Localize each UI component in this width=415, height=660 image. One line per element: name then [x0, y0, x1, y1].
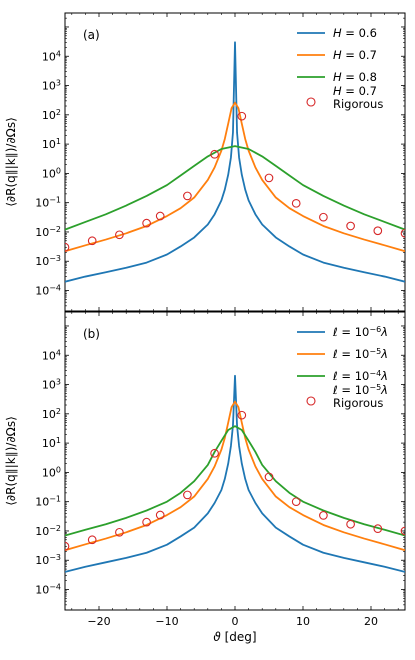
data-point-rigorous — [142, 517, 151, 527]
data-point-rigorous — [237, 410, 247, 420]
x-tick-label: −20 — [87, 615, 110, 628]
legend-label: ℓ = 10−5λ — [332, 347, 388, 362]
y-tick-label: 102 — [42, 107, 61, 122]
legend-label-line2: Rigorous — [333, 97, 383, 111]
data-point-rigorous — [183, 490, 192, 500]
legend-label: ℓ = 10−5λ — [332, 383, 388, 398]
series-line-1 — [65, 400, 405, 552]
data-point-rigorous — [155, 510, 165, 520]
data-point-rigorous — [87, 535, 97, 545]
panel-label: (b) — [83, 327, 100, 341]
y-tick-label: 100 — [42, 166, 61, 181]
data-point-rigorous — [183, 191, 192, 201]
data-point-rigorous — [237, 111, 247, 121]
data-point-rigorous — [155, 211, 165, 221]
data-point-rigorous — [346, 221, 355, 231]
data-point-rigorous — [65, 541, 70, 551]
legend-label: H = 0.7 — [333, 48, 377, 62]
data-point-rigorous — [400, 526, 405, 536]
y-axis-label: ⟨∂R(q∥|k∥)/∂Ωs⟩ — [4, 117, 18, 207]
data-point-rigorous — [373, 524, 383, 533]
legend-label: ℓ = 10−6λ — [332, 325, 388, 340]
data-point-rigorous — [210, 448, 219, 458]
y-tick-label: 10−1 — [35, 494, 61, 509]
y-tick-label: 10−3 — [35, 254, 61, 269]
legend-label: ℓ = 10−4λ — [332, 369, 388, 384]
y-tick-label: 10−3 — [35, 553, 61, 568]
series-line-0 — [65, 41, 405, 283]
x-tick-label: 0 — [232, 615, 239, 628]
data-point-rigorous — [319, 212, 328, 222]
y-tick-label: 104 — [42, 49, 61, 64]
legend-label-line2: Rigorous — [333, 396, 383, 410]
y-tick-label: 101 — [42, 436, 61, 451]
data-point-rigorous — [346, 519, 355, 529]
data-point-rigorous — [291, 497, 301, 507]
legend-label: H = 0.8 — [333, 70, 377, 84]
legend-label: H = 0.7 — [333, 84, 377, 98]
x-tick-label: 10 — [296, 615, 310, 628]
y-tick-label: 10−4 — [35, 582, 61, 597]
series-line-0 — [65, 374, 405, 573]
x-tick-label: −10 — [155, 615, 178, 628]
data-point-rigorous — [291, 198, 301, 208]
data-point-rigorous — [115, 230, 124, 240]
x-tick-label: 20 — [364, 615, 378, 628]
y-tick-label: 10−2 — [35, 224, 61, 239]
plot-area — [65, 41, 405, 283]
y-tick-label: 103 — [42, 78, 61, 93]
legend-label: H = 0.6 — [333, 26, 377, 40]
series-line-2 — [65, 145, 405, 231]
series-line-2 — [65, 425, 405, 537]
legend-marker — [306, 97, 316, 107]
data-point-rigorous — [400, 228, 405, 238]
data-point-rigorous — [264, 472, 274, 482]
y-tick-label: 104 — [42, 348, 61, 363]
data-point-rigorous — [373, 226, 383, 236]
data-point-rigorous — [115, 527, 124, 537]
y-tick-label: 10−4 — [35, 283, 61, 298]
panel-a: 10−4 10−3 10−2 10−1 100 101 102 103 104 ⟨∂R(q∥|k∥… — [4, 12, 406, 312]
data-point-rigorous — [142, 218, 151, 228]
y-tick-label: 103 — [42, 377, 61, 392]
x-axis-label: ϑ [deg] — [213, 630, 256, 644]
panel-label: (a) — [83, 28, 100, 42]
data-point-rigorous — [210, 149, 219, 159]
data-point-rigorous — [65, 242, 70, 252]
y-tick-label: 101 — [42, 137, 61, 152]
legend-marker — [306, 396, 316, 406]
y-axis-label: ⟨∂R(q∥|k∥)/∂Ωs⟩ — [4, 416, 18, 506]
y-tick-label: 10−2 — [35, 523, 61, 538]
data-point-rigorous — [319, 511, 328, 520]
plot-area — [65, 374, 405, 573]
legend: ℓ = 10−6λℓ = 10−5λℓ = 10−4λℓ = 10−5λRigo… — [297, 325, 388, 410]
data-point-rigorous — [87, 236, 97, 246]
series-line-1 — [65, 101, 405, 253]
data-point-rigorous — [264, 173, 274, 183]
panel-b: 10−4 10−3 10−2 10−1 100 101 102 103 104 −20 −10 0 10… — [4, 311, 406, 628]
y-tick-label: 102 — [42, 406, 61, 421]
y-tick-label: 100 — [42, 465, 61, 480]
y-tick-label: 10−1 — [35, 195, 61, 210]
